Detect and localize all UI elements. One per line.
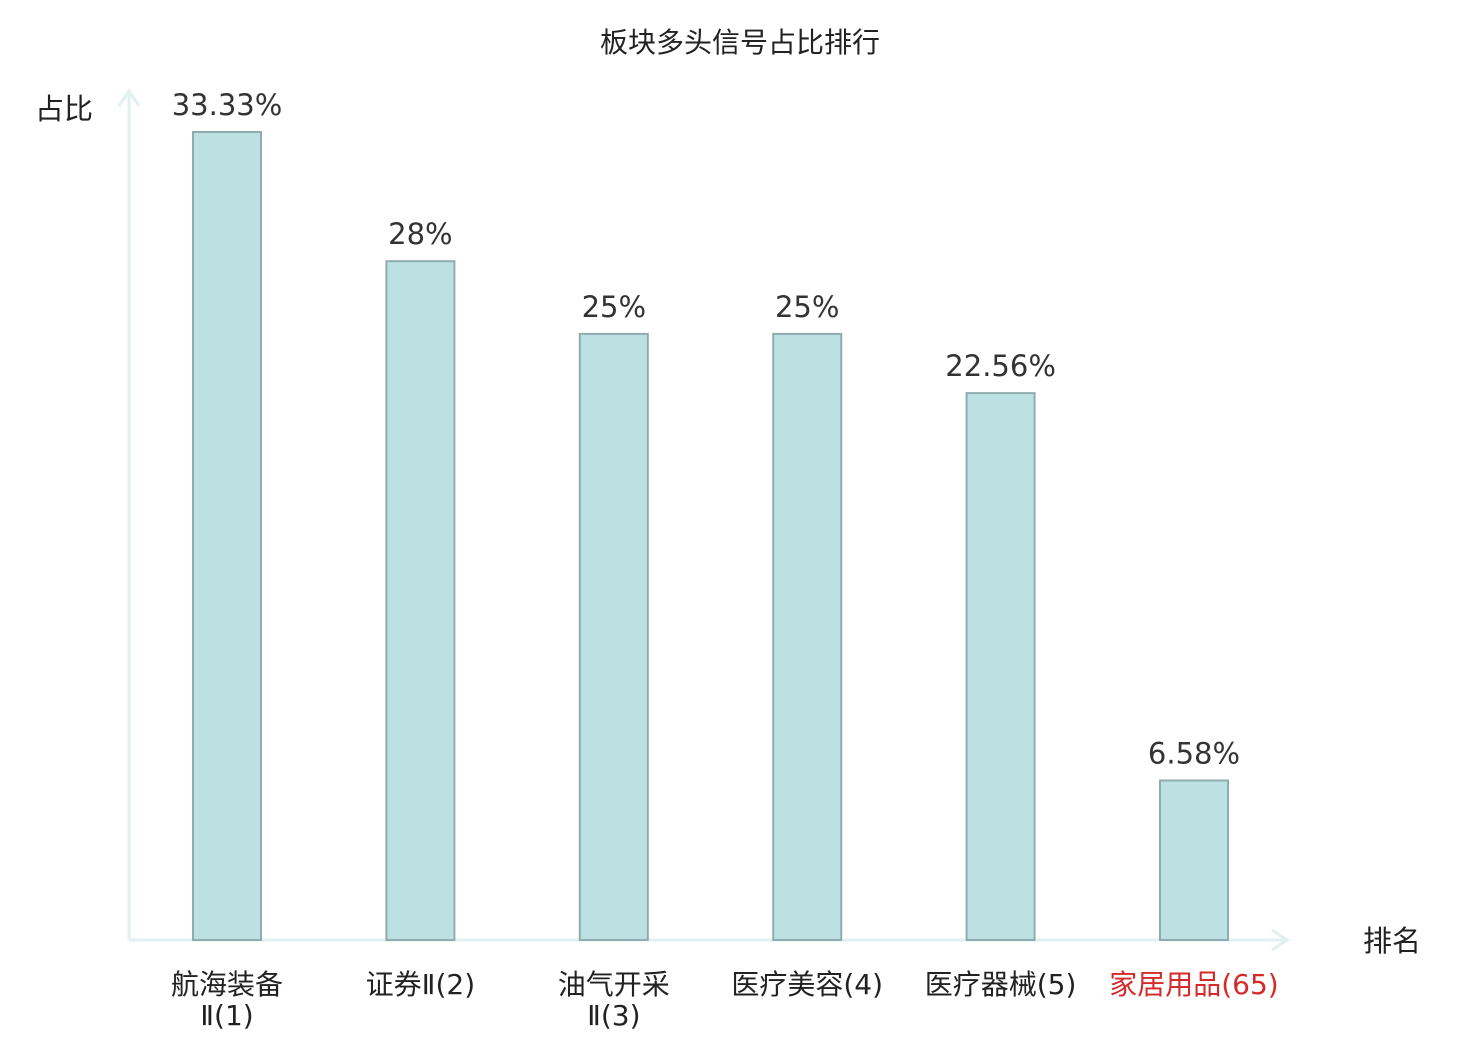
category-label-line: Ⅱ(1) — [200, 999, 253, 1032]
bar-3 — [578, 332, 649, 941]
category-label-1: 航海装备 Ⅱ(1) — [171, 968, 283, 1032]
bar-2 — [385, 260, 456, 941]
bar-6 — [1159, 779, 1229, 941]
value-label-6: 6.58% — [1148, 737, 1240, 771]
value-label-1: 33.33% — [172, 88, 283, 122]
category-label-5: 医疗器械(5) — [925, 968, 1077, 1001]
category-labels-group: 航海装备 Ⅱ(1) 证券Ⅱ(2) 油气开采 Ⅱ(3) 医疗美容(4) 医疗器械(5) 家居用品… — [171, 968, 1279, 1032]
axes — [117, 88, 1290, 952]
bars-group — [192, 131, 1229, 942]
category-label-6: 家居用品(65) — [1109, 968, 1278, 1001]
category-label-3: 油气开采 Ⅱ(3) — [558, 968, 670, 1032]
bar-5 — [965, 392, 1036, 942]
category-label-line: 医疗器械(5) — [925, 968, 1077, 1001]
category-label-line: 油气开采 — [558, 968, 670, 1001]
y-axis-label: 占比 — [35, 92, 93, 126]
category-label-line: Ⅱ(3) — [587, 999, 640, 1032]
y-axis-arrow-icon — [117, 88, 141, 107]
value-label-3: 25% — [582, 290, 646, 324]
category-label-line: 家居用品(65) — [1109, 968, 1278, 1001]
x-axis-label: 排名 — [1363, 924, 1421, 958]
category-label-line: 航海装备 — [171, 968, 283, 1001]
chart-title: 板块多头信号占比排行 — [600, 26, 880, 59]
category-label-line: 证券Ⅱ(2) — [366, 968, 475, 1001]
value-label-2: 28% — [388, 217, 452, 251]
bar-1 — [192, 131, 262, 941]
category-label-line: 医疗美容(4) — [731, 968, 883, 1001]
category-label-2: 证券Ⅱ(2) — [366, 968, 475, 1001]
x-axis-arrow-icon — [1271, 928, 1290, 952]
bar-4 — [772, 332, 843, 941]
value-labels-group: 33.33% 28% 25% 25% 22.56% 6.58% — [172, 88, 1240, 771]
category-label-4: 医疗美容(4) — [731, 968, 883, 1001]
value-label-5: 22.56% — [945, 349, 1056, 383]
value-label-4: 25% — [775, 290, 839, 324]
